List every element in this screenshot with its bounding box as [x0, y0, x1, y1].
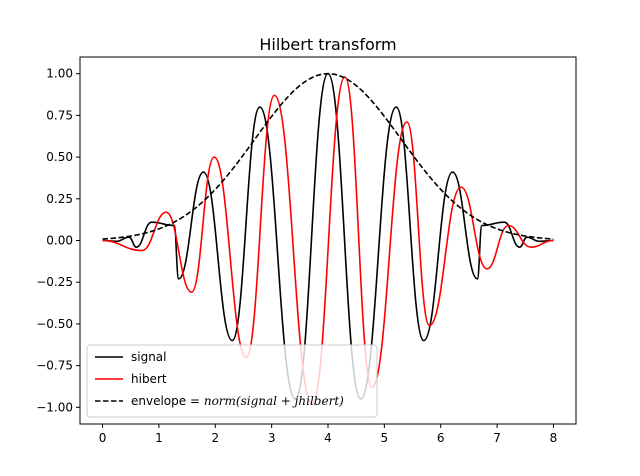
y-tick-label: −0.50 [36, 317, 73, 331]
y-tick-label: −0.25 [36, 275, 73, 289]
plot-frame [79, 56, 577, 425]
x-tick-label: 8 [550, 431, 558, 445]
legend-label-envelope: envelope = norm(signal + jhilbert) [131, 394, 344, 408]
y-tick-label: −0.75 [36, 359, 73, 373]
axis-ticks: 0 1 2 3 4 5 6 7 8 −1.00 −0.75 −0.50 −0.25 0.00 0.25 0.5… [36, 67, 557, 445]
legend: signal hibert envelope = norm(signal + j… [86, 344, 378, 418]
legend-label-envelope-math: norm(signal + jhilbert) [204, 394, 344, 408]
x-tick-label: 0 [99, 431, 107, 445]
x-tick-label: 2 [211, 431, 219, 445]
y-tick-label: 1.00 [46, 67, 73, 81]
legend-label-hibert: hibert [131, 372, 167, 386]
y-tick-label: 0.50 [46, 150, 73, 164]
x-tick-label: 1 [155, 431, 163, 445]
y-tick-label: 0.75 [46, 108, 73, 122]
x-tick-label: 7 [493, 431, 501, 445]
legend-box [86, 344, 378, 418]
legend-label-signal: signal [131, 350, 167, 364]
series-line-hibert [102, 76, 554, 405]
y-tick-label: 0.00 [46, 234, 73, 248]
x-tick-label: 3 [268, 431, 276, 445]
x-tick-label: 5 [381, 431, 389, 445]
legend-label-envelope-text: envelope = [131, 394, 204, 408]
y-tick-label: 0.25 [46, 192, 73, 206]
y-tick-label: −1.00 [36, 400, 73, 414]
chart-title: Hilbert transform [259, 35, 396, 54]
series-lines [102, 72, 554, 405]
x-tick-label: 4 [324, 431, 332, 445]
series-line-envelope [102, 72, 554, 240]
x-tick-label: 6 [437, 431, 445, 445]
